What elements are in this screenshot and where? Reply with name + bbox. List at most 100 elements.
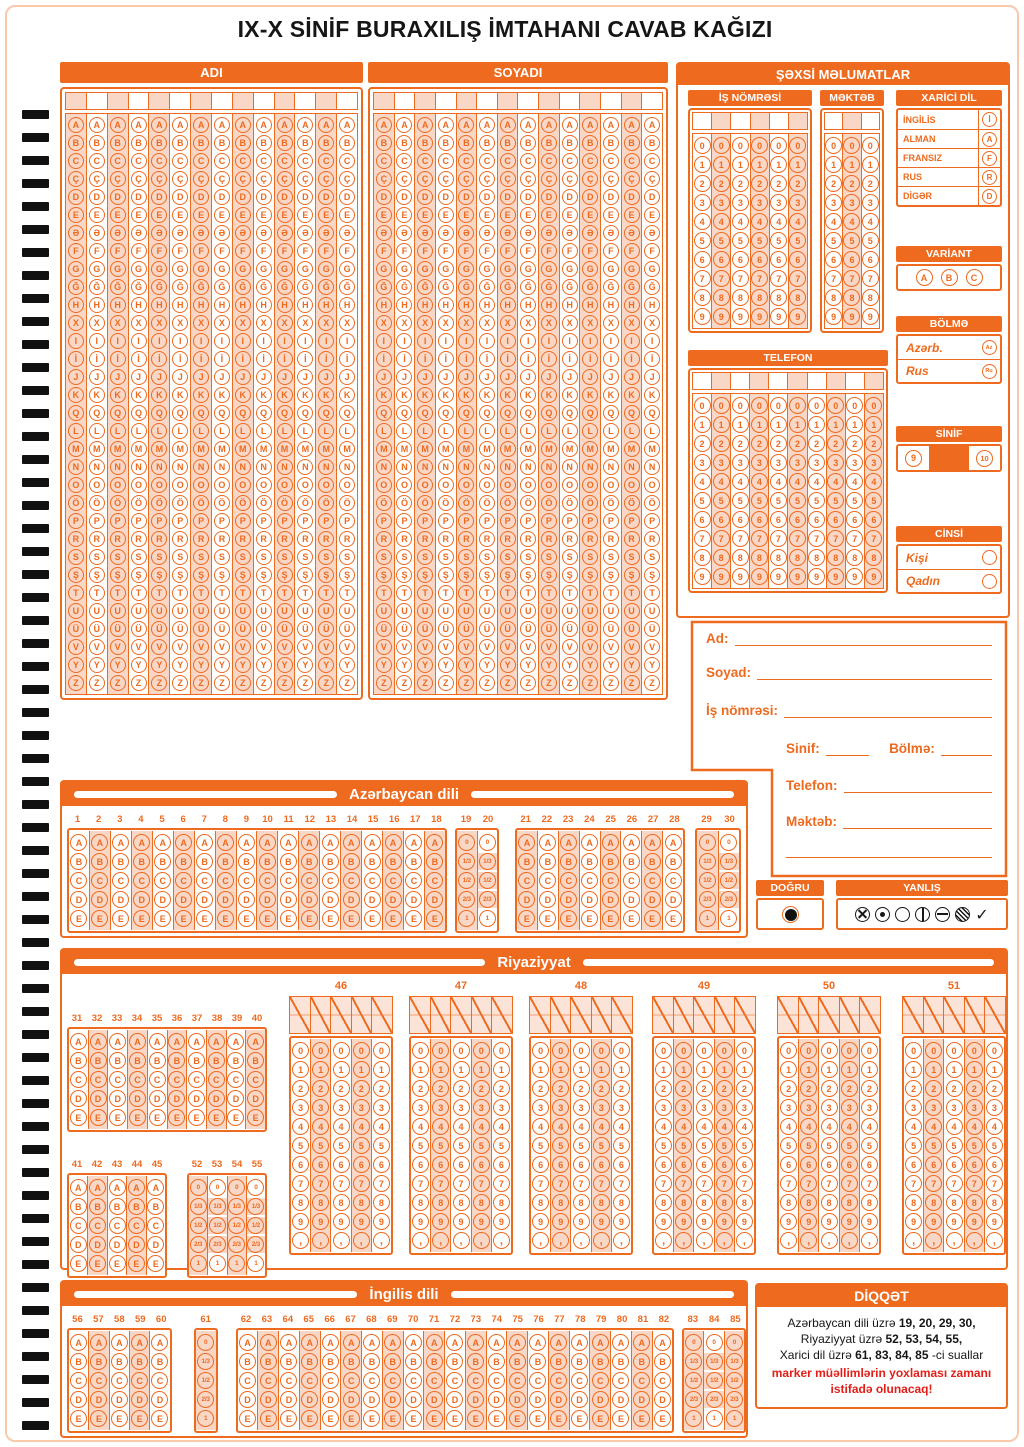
bubble-Ü[interactable]: Ü <box>623 621 640 637</box>
bubble-0[interactable]: 0 <box>592 1042 610 1059</box>
bubble-B[interactable]: B <box>259 1353 277 1370</box>
bubble-J[interactable]: J <box>582 369 599 385</box>
bubble-Ş[interactable]: Ş <box>318 567 335 583</box>
bubble-C[interactable]: C <box>297 153 314 169</box>
bubble-J[interactable]: J <box>520 369 537 385</box>
bubble-N[interactable]: N <box>276 459 293 475</box>
bubble-E[interactable]: E <box>147 1255 165 1272</box>
bubble-comma[interactable]: , <box>612 1232 630 1249</box>
bubble-X[interactable]: X <box>255 315 272 331</box>
bubble-2[interactable]: 2 <box>751 175 769 192</box>
bubble-P[interactable]: P <box>67 513 84 529</box>
bubble-X[interactable]: X <box>109 315 126 331</box>
bubble-C[interactable]: C <box>67 153 84 169</box>
bubble-Ö[interactable]: Ö <box>255 495 272 511</box>
bubble-Y[interactable]: Y <box>561 657 578 673</box>
bubble-O[interactable]: O <box>417 477 434 493</box>
bubble-K[interactable]: K <box>540 387 557 403</box>
bubble-R[interactable]: R <box>623 531 640 547</box>
bubble-6[interactable]: 6 <box>412 1156 430 1173</box>
bubble-D[interactable]: D <box>234 189 251 205</box>
bubble-comma[interactable]: , <box>412 1232 430 1249</box>
bubble-Q[interactable]: Q <box>67 405 84 421</box>
bubble-Ç[interactable]: Ç <box>213 171 230 187</box>
bubble-8[interactable]: 8 <box>292 1194 310 1211</box>
bubble-2/3[interactable]: 2/3 <box>197 1391 215 1408</box>
bubble-9[interactable]: 9 <box>925 1213 943 1230</box>
bubble-Ş[interactable]: Ş <box>582 567 599 583</box>
bubble-M[interactable]: M <box>339 441 356 457</box>
answer-write-box[interactable] <box>430 997 452 1033</box>
bubble-Ə[interactable]: Ə <box>417 225 434 241</box>
bubble-F[interactable]: F <box>255 243 272 259</box>
bubble-D[interactable]: D <box>193 189 210 205</box>
bubble-M[interactable]: M <box>540 441 557 457</box>
bubble-2[interactable]: 2 <box>750 435 768 452</box>
bubble-S[interactable]: S <box>540 549 557 565</box>
bubble-S[interactable]: S <box>375 549 392 565</box>
bubble-F[interactable]: F <box>234 243 251 259</box>
bubble-9[interactable]: 9 <box>452 1213 470 1230</box>
bubble-7[interactable]: 7 <box>731 530 749 547</box>
bubble-P[interactable]: P <box>561 513 578 529</box>
bubble-0[interactable]: 0 <box>735 1042 753 1059</box>
bubble-A[interactable]: A <box>396 117 413 133</box>
bubble-0[interactable]: 0 <box>372 1042 390 1059</box>
bubble-C[interactable]: C <box>602 153 619 169</box>
bubble-M[interactable]: M <box>644 441 661 457</box>
bubble-4[interactable]: 4 <box>655 1118 673 1135</box>
bubble-Ö[interactable]: Ö <box>499 495 516 511</box>
bubble-B[interactable]: B <box>550 1353 568 1370</box>
bubble-Y[interactable]: Y <box>255 657 272 673</box>
bubble-D[interactable]: D <box>279 891 297 908</box>
bubble-X[interactable]: X <box>130 315 147 331</box>
bubble-1[interactable]: 1 <box>965 1061 983 1078</box>
bubble-Ç[interactable]: Ç <box>276 171 293 187</box>
bubble-D[interactable]: D <box>258 891 276 908</box>
bubble-X[interactable]: X <box>582 315 599 331</box>
bubble-8[interactable]: 8 <box>332 1194 350 1211</box>
bubble-0[interactable]: 0 <box>552 1042 570 1059</box>
bubble-B[interactable]: B <box>643 853 661 870</box>
bubble-7[interactable]: 7 <box>945 1175 963 1192</box>
bubble-M[interactable]: M <box>458 441 475 457</box>
bubble-5[interactable]: 5 <box>780 1137 798 1154</box>
bubble-L[interactable]: L <box>276 423 293 439</box>
bubble-7[interactable]: 7 <box>735 1175 753 1192</box>
bubble-Ü[interactable]: Ü <box>67 621 84 637</box>
bubble-9[interactable]: 9 <box>693 308 711 325</box>
bubble-Ə[interactable]: Ə <box>339 225 356 241</box>
bubble-3[interactable]: 3 <box>843 194 861 211</box>
bubble-0[interactable]: 0 <box>827 397 845 414</box>
bubble-B[interactable]: B <box>342 1353 360 1370</box>
bubble-I[interactable]: I <box>255 333 272 349</box>
bubble-D[interactable]: D <box>91 891 109 908</box>
bubble-E[interactable]: E <box>437 207 454 223</box>
bubble-E[interactable]: E <box>276 207 293 223</box>
grade-field[interactable] <box>825 740 870 756</box>
bubble-4[interactable]: 4 <box>770 213 788 230</box>
bubble-İ[interactable]: İ <box>318 351 335 367</box>
bubble-8[interactable]: 8 <box>712 289 730 306</box>
bubble-U[interactable]: U <box>437 603 454 619</box>
bubble-X[interactable]: X <box>151 315 168 331</box>
bubble-D[interactable]: D <box>237 891 255 908</box>
bubble-2[interactable]: 2 <box>789 175 807 192</box>
bubble-Ə[interactable]: Ə <box>151 225 168 241</box>
bubble-C[interactable]: C <box>110 1372 128 1389</box>
bubble-B[interactable]: B <box>276 135 293 151</box>
bubble-C[interactable]: C <box>276 153 293 169</box>
bubble-7[interactable]: 7 <box>843 270 861 287</box>
bubble-Q[interactable]: Q <box>417 405 434 421</box>
bubble-6[interactable]: 6 <box>372 1156 390 1173</box>
bubble-L[interactable]: L <box>297 423 314 439</box>
write-box[interactable] <box>295 93 317 109</box>
bubble-D[interactable]: D <box>582 189 599 205</box>
bubble-3[interactable]: 3 <box>332 1099 350 1116</box>
bubble-B[interactable]: B <box>570 1353 588 1370</box>
bubble-L[interactable]: L <box>561 423 578 439</box>
answer-write-box[interactable] <box>372 997 392 1033</box>
bubble-6[interactable]: 6 <box>715 1156 733 1173</box>
bubble-F[interactable]: F <box>540 243 557 259</box>
bubble-1/3[interactable]: 1/3 <box>720 853 738 870</box>
